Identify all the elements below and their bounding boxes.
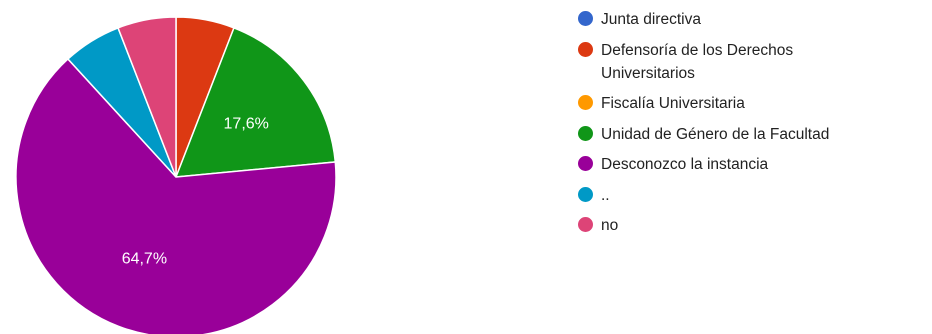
legend-label: no [601,217,619,234]
legend-swatch-icon [578,41,593,57]
legend-item-fiscalia-universitaria[interactable]: Fiscalía Universitaria [578,92,928,115]
legend-item-dots[interactable]: .. [578,184,928,207]
chart-legend: Junta directiva Defensoría de los Derecho… [578,8,928,245]
legend-swatch-icon [578,125,593,141]
legend-label: Fiscalía Universitaria [601,95,745,112]
slice-label-desconozco-la-instancia: 64,7% [122,251,167,268]
legend-swatch-icon [578,156,593,171]
legend-swatch-icon [578,95,593,110]
pie-slice-unidad-de-genero-de-la-facultad[interactable] [174,26,337,178]
legend-item-junta-directiva[interactable]: Junta directiva [578,8,928,31]
legend-swatch-icon [578,186,593,202]
legend-item-no[interactable]: no [578,214,928,237]
legend-label: .. [601,186,610,204]
legend-swatch-icon [578,217,593,232]
pie-slice-labels: 17,6% 64,7% [122,115,269,267]
legend-label: Desconozco la instancia [601,156,769,173]
legend-label: Unidad de Género de la Facultad [601,125,830,143]
pie-slices [15,16,337,334]
pie-slice-no[interactable] [117,16,177,178]
pie-slice-desconozco-la-instancia[interactable] [15,57,337,334]
legend-item-unidad-de-genero-de-la-facultad[interactable]: Unidad de Género de la Facultad [578,123,928,146]
legend-label: Junta directiva [601,11,701,28]
legend-swatch-icon [578,11,593,26]
slice-label-unidad-de-genero-de-la-facultad: 17,6% [224,115,269,132]
legend-item-defensoria-de-los-derechos-universitarios[interactable]: Defensoría de los Derechos Universitario… [578,39,928,85]
legend-label: Defensoría de los Derechos Universitario… [601,41,794,82]
legend-item-desconozco-la-instancia[interactable]: Desconozco la instancia [578,153,928,176]
